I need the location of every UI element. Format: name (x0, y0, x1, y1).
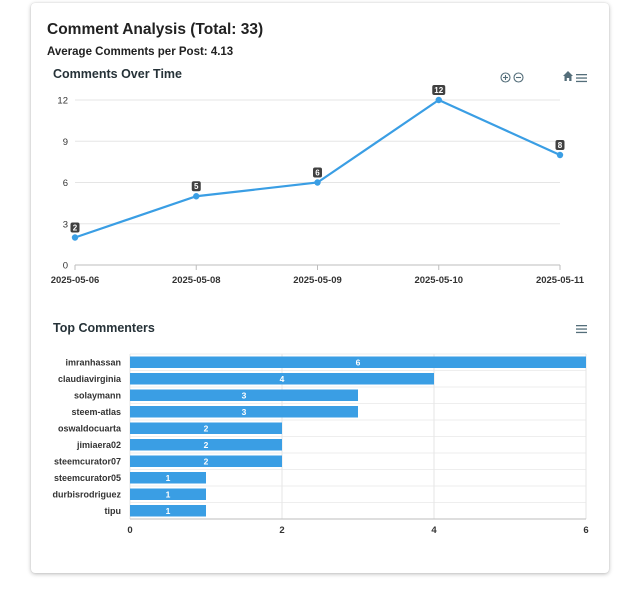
zoom-in-icon[interactable] (500, 70, 511, 88)
bar-data-label: 2 (204, 456, 209, 466)
y-tick-label: oswaldocuarta (58, 423, 122, 433)
bar-data-label: 2 (204, 423, 209, 433)
comment-analysis-card: Comment Analysis (Total: 33) Average Com… (31, 3, 609, 573)
data-point (314, 179, 321, 186)
data-label-bg (432, 85, 446, 95)
y-tick-label: claudiavirginia (58, 374, 122, 384)
y-tick-label: 12 (57, 96, 68, 107)
data-point (435, 96, 442, 104)
data-label-bg (313, 167, 322, 178)
bar (130, 406, 358, 418)
data-point (71, 234, 79, 241)
bar-data-label: 3 (242, 407, 247, 417)
bar-data-label: 1 (166, 506, 171, 516)
y-tick-label: 3 (63, 219, 68, 230)
y-tick-label: 0 (63, 261, 68, 272)
y-tick-label: steemcurator05 (54, 473, 121, 483)
x-tick-label: 6 (583, 525, 588, 536)
data-label: 8 (558, 141, 563, 150)
menu-icon[interactable] (576, 70, 587, 88)
bar-menu-icon[interactable] (576, 321, 587, 339)
data-point (193, 193, 200, 200)
bar-chart-title: Top Commenters (53, 321, 155, 335)
y-tick-label: solaymann (74, 390, 121, 400)
x-tick-label: 2 (279, 525, 284, 536)
bar-data-label: 1 (166, 489, 171, 499)
bar (130, 472, 206, 484)
data-label-bg (191, 181, 201, 192)
y-tick-label: 6 (63, 178, 68, 189)
y-tick-label: steemcurator07 (54, 456, 121, 466)
x-tick-label: 2025-05-10 (414, 275, 463, 286)
data-point (556, 151, 564, 159)
bar (130, 356, 586, 368)
line-chart: 0 3 6 9 12 2025-05-06 2025-05-08 2025-05-09 2025… (51, 85, 585, 286)
data-label-bg (555, 140, 565, 150)
zoom-out-icon[interactable] (513, 70, 524, 88)
bar (130, 439, 282, 451)
average-comments-text: Average Comments per Post: 4.13 (47, 46, 234, 58)
x-tick-label: 2025-05-06 (51, 275, 100, 286)
line-chart-title: Comments Over Time (53, 67, 182, 81)
bar (130, 422, 282, 434)
data-label: 5 (194, 182, 199, 191)
bar (130, 488, 206, 500)
bar (130, 455, 282, 467)
data-label: 6 (315, 168, 320, 177)
y-tick-label: imranhassan (65, 357, 121, 367)
bar-data-label: 1 (166, 473, 171, 483)
bar-data-label: 3 (242, 390, 247, 400)
home-icon[interactable] (562, 69, 574, 87)
x-tick-label: 2025-05-08 (172, 275, 221, 286)
bar-data-label: 2 (204, 440, 209, 450)
x-tick-label: 2025-05-11 (536, 275, 585, 286)
panel-title: Comment Analysis (Total: 33) (47, 21, 264, 38)
bar (130, 505, 206, 517)
x-tick-label: 4 (431, 525, 437, 536)
bar (130, 373, 434, 385)
bar (130, 389, 358, 401)
x-tick-label: 2025-05-09 (293, 275, 342, 286)
data-label: 12 (434, 86, 443, 95)
y-tick-label: durbisrodriguez (52, 489, 121, 499)
bar-data-label: 4 (280, 374, 285, 384)
y-tick-label: jimiaera02 (76, 440, 121, 450)
data-label: 2 (73, 223, 78, 232)
y-tick-label: tipu (105, 506, 122, 516)
y-tick-label: 9 (63, 137, 68, 148)
y-tick-label: steem-atlas (71, 407, 121, 417)
bar-data-label: 6 (356, 357, 361, 367)
data-label-bg (70, 222, 80, 233)
x-tick-label: 0 (127, 525, 132, 536)
bar-chart: 0 2 4 6 imranhassan 6 claudiavirginia 4 solayman… (52, 353, 589, 536)
